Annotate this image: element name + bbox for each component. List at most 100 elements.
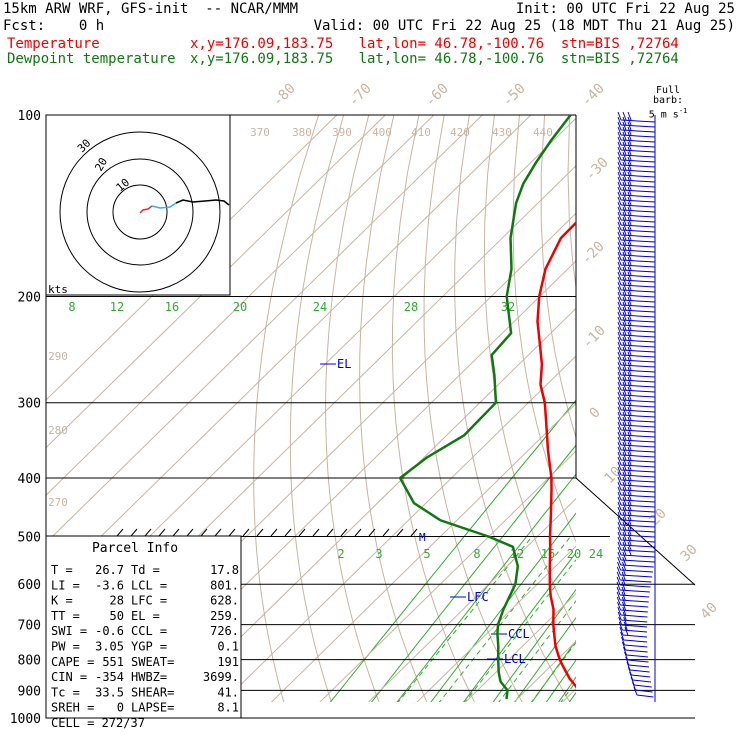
wind-barb-flag bbox=[622, 336, 627, 346]
wind-barb-flag bbox=[627, 431, 632, 441]
dry-adiabat bbox=[325, 115, 380, 702]
wind-barb-flag bbox=[627, 426, 632, 436]
wind-barb-flag bbox=[622, 451, 627, 461]
wind-barb-flag bbox=[617, 601, 621, 611]
wind-barb-staff bbox=[620, 164, 656, 168]
wind-barb-staff bbox=[620, 494, 656, 498]
wind-barb-staff bbox=[620, 264, 656, 268]
theta-label: 380 bbox=[292, 126, 312, 139]
wind-barb-flag bbox=[617, 356, 622, 366]
wind-barb-flag bbox=[627, 251, 632, 261]
wind-barb-flag bbox=[627, 311, 632, 321]
wind-barb-flag bbox=[622, 446, 627, 456]
mixing-ratio-line bbox=[371, 444, 576, 702]
hatch-mark bbox=[270, 528, 278, 537]
wind-barb-flag bbox=[622, 136, 627, 146]
wind-barb-staff bbox=[620, 329, 656, 333]
wind-barb-flag bbox=[627, 271, 632, 281]
wind-barb-flag bbox=[622, 511, 627, 521]
wind-barb-flag bbox=[622, 436, 627, 446]
wind-barb-flag bbox=[617, 196, 622, 206]
pressure-label: 400 bbox=[18, 472, 41, 487]
wind-barb-staff bbox=[620, 169, 656, 173]
index-name: LI = bbox=[51, 578, 80, 592]
wind-barb-staff bbox=[620, 549, 656, 553]
wind-barb-flag bbox=[616, 591, 621, 601]
wind-barb-flag bbox=[622, 396, 627, 406]
wind-barb-flag bbox=[617, 166, 622, 176]
wind-barb-flag bbox=[617, 296, 622, 306]
temperature-legend-info: x,y=176.09,183.75 lat,lon= 46.78,-100.76… bbox=[190, 36, 679, 52]
hodograph-ring bbox=[112, 184, 168, 240]
wind-barb-flag bbox=[617, 481, 622, 491]
theta-label: 370 bbox=[250, 126, 270, 139]
wind-barb-flag bbox=[627, 191, 632, 201]
moist-adiabat bbox=[438, 536, 571, 702]
wind-barb-flag bbox=[622, 296, 627, 306]
hatch-mark bbox=[200, 528, 208, 537]
wind-barb-flag bbox=[617, 551, 622, 561]
wind-barb-flag bbox=[622, 401, 627, 411]
mixing-ratio-line bbox=[531, 639, 576, 702]
wind-barb-flag bbox=[627, 351, 632, 361]
theta-label: 430 bbox=[492, 126, 512, 139]
index-value: 628. bbox=[210, 594, 239, 608]
pressure-label: 900 bbox=[18, 684, 41, 699]
wind-barb-flag bbox=[627, 531, 632, 541]
wind-barb-staff bbox=[620, 434, 656, 438]
wind-barb-flag bbox=[617, 441, 622, 451]
wind-barb-flag bbox=[627, 211, 632, 221]
wind-barb-flag bbox=[627, 226, 632, 236]
hatch-mark bbox=[144, 528, 152, 537]
wind-barb-staff bbox=[620, 239, 656, 243]
wind-barb-flag bbox=[622, 266, 627, 276]
dry-adiabat bbox=[391, 115, 475, 702]
index-name: T = bbox=[51, 563, 73, 577]
wind-barb-staff bbox=[620, 594, 650, 598]
wind-barb-flag bbox=[622, 501, 627, 511]
wind-barb-staff bbox=[620, 184, 656, 188]
hodograph-trace-high bbox=[175, 199, 230, 206]
wind-barb-staff bbox=[620, 229, 656, 233]
wind-barb-staff bbox=[634, 684, 652, 688]
wind-barb-staff bbox=[620, 174, 656, 178]
wind-barb-staff bbox=[620, 474, 656, 478]
isotherm bbox=[46, 115, 338, 401]
wind-barb-flag bbox=[622, 601, 626, 611]
wind-barb-staff bbox=[620, 379, 656, 383]
level-label: EL bbox=[337, 357, 351, 371]
wind-barb-staff bbox=[620, 339, 656, 343]
dry-adiabat bbox=[359, 115, 428, 702]
index-value: 8.1 bbox=[217, 701, 239, 715]
wind-barb-flag bbox=[616, 576, 621, 586]
index-name: SWI = bbox=[51, 624, 87, 638]
index-name: CIN = bbox=[51, 670, 87, 684]
dry-adiabat bbox=[512, 115, 576, 544]
wind-barb-staff bbox=[620, 569, 653, 573]
wind-barb-flag bbox=[617, 181, 622, 191]
wind-barb-flag bbox=[622, 366, 627, 376]
level-label: LCL bbox=[504, 652, 526, 666]
parcel-info-box bbox=[45, 535, 242, 719]
wind-barb-flag bbox=[627, 416, 632, 426]
wind-barb-staff bbox=[620, 449, 656, 453]
wind-barb-flag bbox=[622, 156, 627, 166]
wind-barb-flag bbox=[622, 521, 627, 531]
moist-adiabat bbox=[464, 559, 576, 702]
wind-barb-staff bbox=[620, 389, 656, 393]
wind-barb-flag bbox=[617, 506, 622, 516]
wind-barb-flag bbox=[627, 516, 632, 526]
wind-barb-staff bbox=[620, 304, 656, 308]
wind-barb-flag bbox=[617, 391, 622, 401]
wind-barb-flag bbox=[617, 266, 622, 276]
index-name: LAPSE= bbox=[131, 701, 174, 715]
wind-barb-flag bbox=[617, 476, 622, 486]
wind-barb-staff bbox=[620, 209, 656, 213]
wind-barb-flag bbox=[617, 291, 622, 301]
index-name: K = bbox=[51, 594, 73, 608]
mixing-ratio-label: 8 bbox=[68, 300, 75, 314]
wind-barb-flag bbox=[622, 201, 627, 211]
wind-barb-flag bbox=[617, 201, 622, 211]
hodograph-trace-low bbox=[139, 205, 153, 214]
